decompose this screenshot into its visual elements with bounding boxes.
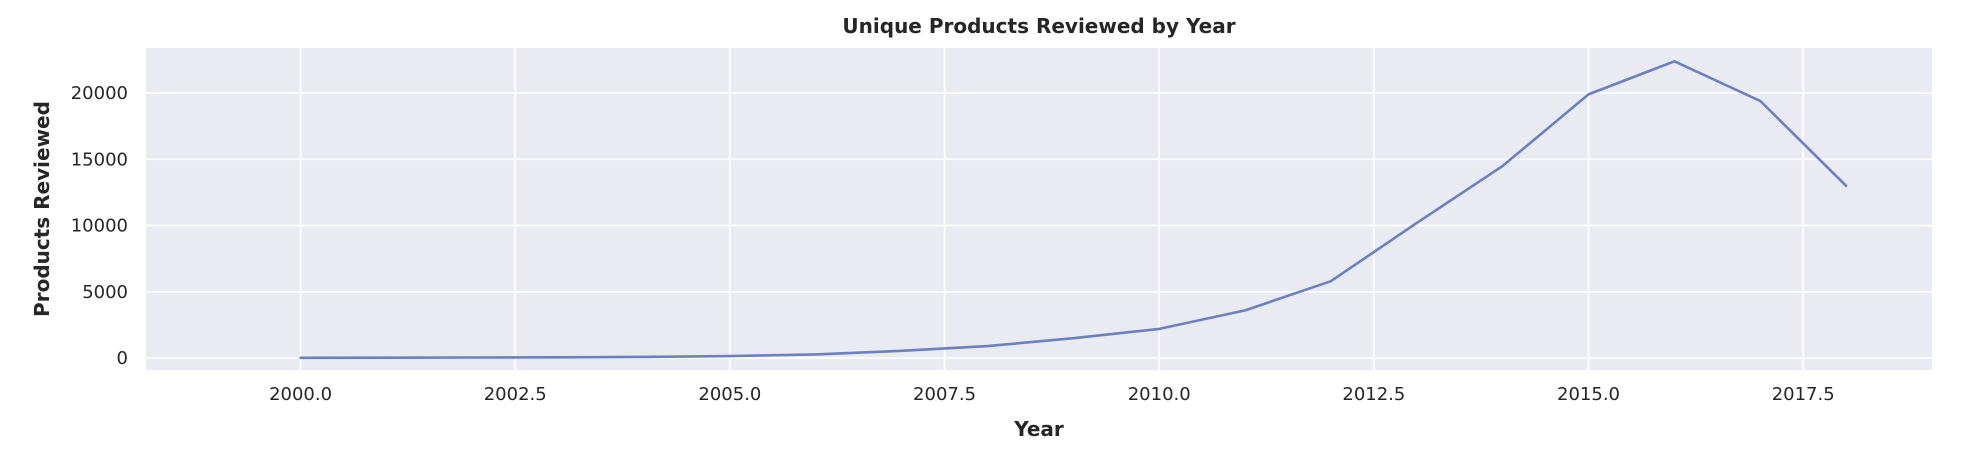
y-tick-label: 15000 [71, 149, 128, 170]
grid [146, 48, 1932, 370]
x-tick-label: 2000.0 [269, 384, 332, 405]
x-tick-label: 2012.5 [1342, 384, 1405, 405]
x-tick-label: 2002.5 [484, 384, 547, 405]
y-tick-label: 5000 [82, 282, 128, 303]
x-tick-label: 2017.5 [1772, 384, 1835, 405]
x-tick-label: 2015.0 [1557, 384, 1620, 405]
y-tick-label: 10000 [71, 216, 128, 237]
series-line [299, 59, 1848, 360]
y-axis-ticks: 0 5000 10000 15000 20000 [71, 83, 128, 369]
chart-title: Unique Products Reviewed by Year [842, 14, 1235, 38]
series-layer [299, 59, 1848, 360]
y-tick-label: 20000 [71, 83, 128, 104]
x-axis-label: Year [1013, 417, 1064, 441]
y-axis-label: Products Reviewed [30, 101, 54, 317]
x-tick-label: 2010.0 [1128, 384, 1191, 405]
x-tick-label: 2005.0 [698, 384, 761, 405]
y-tick-label: 0 [117, 348, 128, 369]
plot-area [146, 48, 1932, 370]
x-axis-ticks: 2000.0 2002.5 2005.0 2007.5 2010.0 2012.5 2015… [269, 384, 1835, 405]
x-tick-label: 2007.5 [913, 384, 976, 405]
